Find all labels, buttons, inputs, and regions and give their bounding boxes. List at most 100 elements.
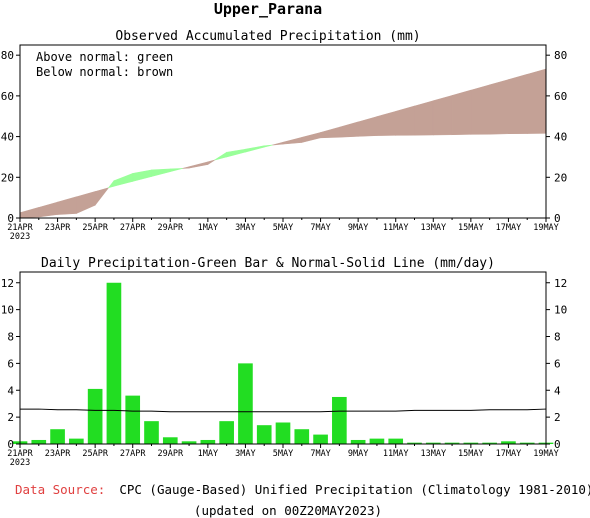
below-normal-area: [470, 84, 490, 135]
below-normal-area: [526, 68, 547, 134]
normal-line: [20, 408, 547, 413]
y-tick-label-right: 40: [554, 131, 567, 144]
x-tick-label: 23APR: [45, 223, 71, 233]
x-tick-label: 25APR: [82, 449, 108, 459]
y-tick-label-left: 2: [7, 411, 14, 424]
daily-bar: [463, 442, 479, 444]
daily-bar: [407, 442, 422, 444]
below-normal-area: [395, 105, 415, 136]
below-normal-area: [339, 121, 359, 138]
y-tick-label-right: 6: [554, 357, 561, 370]
daily-bar: [219, 421, 234, 444]
x-tick-label: 1MAY: [198, 223, 218, 233]
above-normal-area: [132, 169, 152, 182]
daily-precipitation-chart: 0 0 2 2 4 4 6 6 8 8 10 10 12 12 21APR 23APR 25APR 27APR 29…: [1, 271, 567, 468]
x-tick-label: 19MAY: [533, 449, 559, 459]
below-normal-area: [451, 89, 472, 136]
below-normal-area: [376, 110, 397, 136]
x-tick-label: 29APR: [157, 223, 183, 233]
y-tick-label-left: 10: [1, 304, 14, 317]
y-tick-label-right: 2: [554, 411, 561, 424]
y-tick-label-right: 60: [554, 90, 567, 103]
y-tick-label-right: 0: [554, 212, 561, 225]
above-normal-area: [107, 179, 115, 189]
daily-bar: [69, 438, 84, 444]
daily-bar: [388, 438, 404, 444]
below-normal-area: [57, 196, 77, 215]
x-tick-label: 23APR: [45, 449, 71, 459]
below-normal-area: [38, 201, 58, 218]
x-tick-label: 17MAY: [496, 223, 522, 233]
daily-bar: [482, 442, 497, 444]
daily-bar: [275, 422, 291, 444]
daily-bar: [50, 429, 65, 444]
below-normal-area: [414, 100, 434, 136]
x-tick-label: 15MAY: [458, 223, 484, 233]
y-tick-label-right: 8: [554, 331, 561, 344]
top-chart-title: Observed Accumulated Precipitation (mm): [115, 29, 420, 44]
daily-bar: [313, 434, 328, 444]
x-tick-label: 7MAY: [310, 223, 330, 233]
daily-bar: [125, 395, 141, 444]
x-tick-label: 9MAY: [348, 449, 368, 459]
daily-bar: [238, 363, 253, 444]
x-tick-label: 1MAY: [198, 449, 218, 459]
x-tick-label: 13MAY: [420, 223, 446, 233]
below-normal-area: [357, 116, 378, 137]
daily-bar: [332, 396, 347, 444]
below-normal-area: [282, 137, 303, 145]
daily-bar: [31, 439, 47, 444]
daily-bar: [519, 442, 535, 444]
updated-timestamp: (updated on 00Z20MAY2023): [194, 503, 382, 518]
daily-bar: [501, 441, 516, 444]
daily-bar: [425, 442, 441, 444]
above-normal-area: [169, 168, 183, 172]
below-normal-area: [272, 141, 284, 146]
x-tick-label: 27APR: [120, 223, 146, 233]
legend-above-normal: Above normal: green: [36, 50, 173, 64]
data-source-line: Data Source: CPC (Gauge-Based) Unified P…: [15, 481, 590, 498]
x-tick-label: 3MAY: [235, 449, 255, 459]
daily-bar: [350, 439, 366, 444]
x-tick-label: 7MAY: [310, 449, 330, 459]
x-tick-label: 5MAY: [273, 223, 293, 233]
daily-bar: [87, 388, 103, 444]
y-tick-label-left: 40: [1, 131, 14, 144]
below-normal-area: [76, 191, 96, 214]
x-year-label: 2023: [10, 458, 30, 468]
below-normal-area: [508, 73, 528, 135]
below-normal-area: [19, 207, 40, 218]
daily-bar: [106, 282, 122, 444]
below-normal-area: [432, 95, 453, 136]
x-tick-label: 3MAY: [235, 223, 255, 233]
below-normal-area: [489, 79, 509, 135]
above-normal-area: [113, 172, 134, 187]
daily-bar: [200, 439, 216, 444]
daily-bar: [444, 442, 460, 444]
daily-bar: [294, 429, 310, 444]
below-normal-area: [94, 187, 110, 207]
bottom-chart-title: Daily Precipitation-Green Bar & Normal-S…: [41, 256, 495, 271]
x-tick-label: 29APR: [157, 449, 183, 459]
y-tick-label-right: 80: [554, 49, 567, 62]
y-tick-label-left: 8: [7, 331, 14, 344]
data-source-text: CPC (Gauge-Based) Unified Precipitation …: [119, 482, 590, 497]
below-normal-area: [301, 132, 321, 143]
below-normal-area: [320, 126, 340, 139]
above-normal-area: [226, 148, 246, 158]
x-tick-label: 5MAY: [273, 449, 293, 459]
y-tick-label-left: 4: [7, 384, 14, 397]
x-tick-label: 27APR: [120, 449, 146, 459]
y-tick-label-right: 4: [554, 384, 561, 397]
above-normal-area: [263, 144, 273, 148]
y-tick-label-left: 12: [1, 277, 14, 290]
y-tick-label-left: 0: [7, 438, 14, 451]
x-tick-label: 17MAY: [496, 449, 522, 459]
accumulated-precipitation-chart: 0 0 20 20 40 40 60 60 80 80 21APR 23APR 25APR 27APR 29…: [1, 44, 567, 242]
x-tick-label: 21APR: [7, 223, 33, 233]
x-tick-label: 11MAY: [383, 449, 409, 459]
legend-below-normal: Below normal: brown: [36, 65, 173, 79]
below-normal-area: [182, 166, 190, 169]
x-tick-label: 25APR: [82, 223, 108, 233]
